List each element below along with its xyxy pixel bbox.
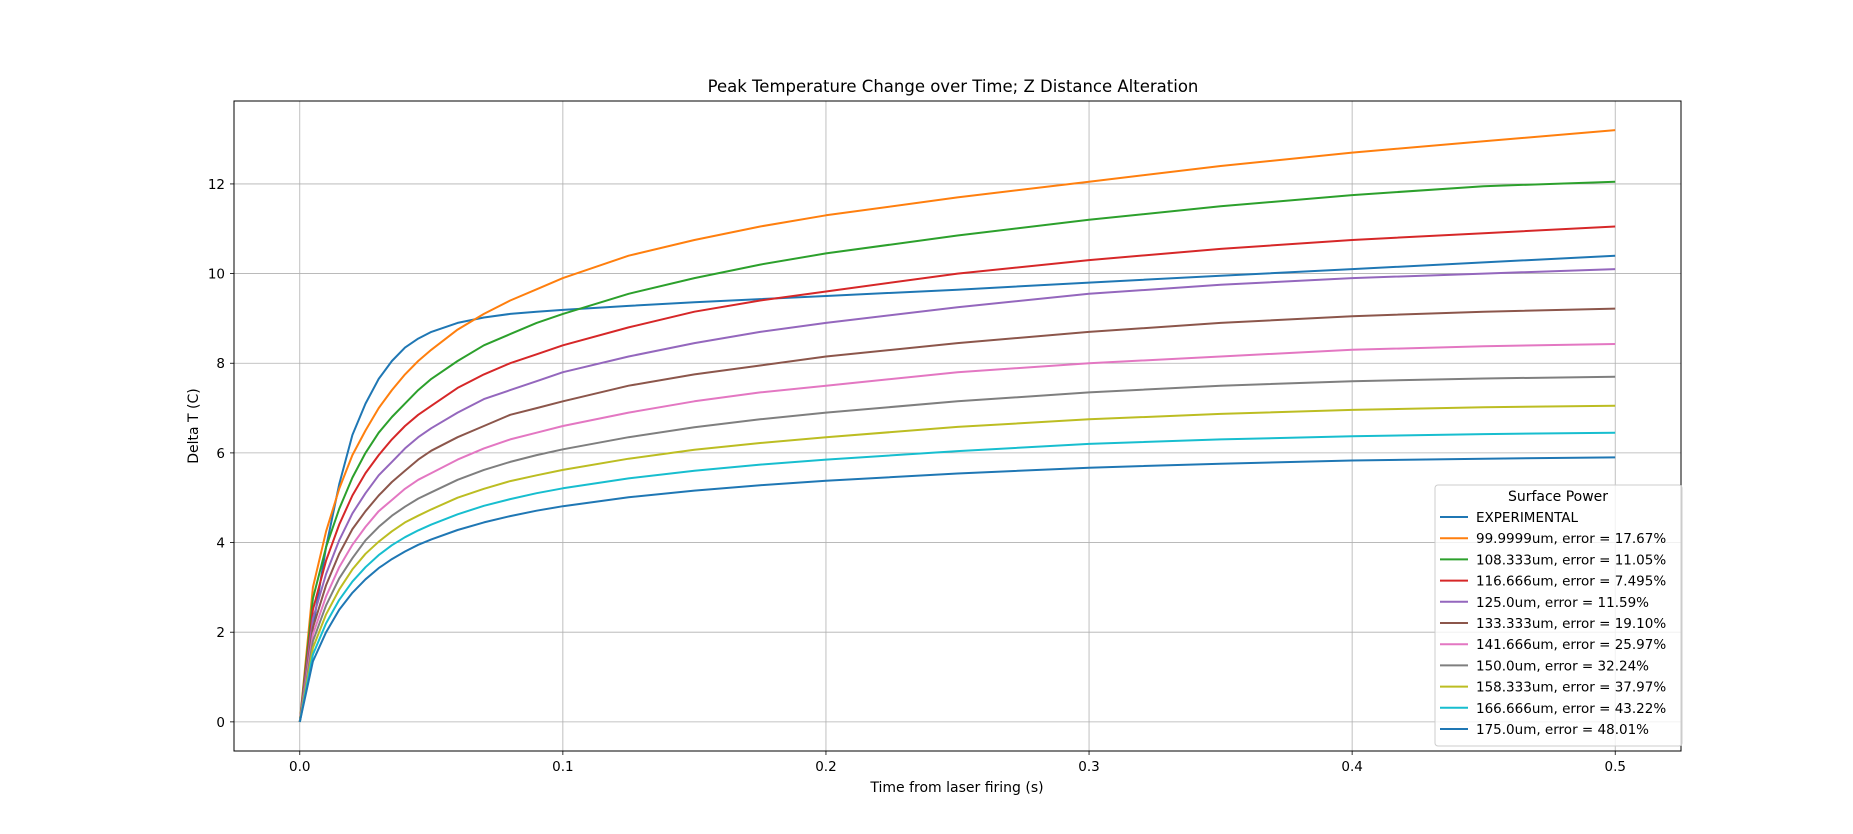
legend-label: 99.9999um, error = 17.67% — [1476, 531, 1666, 547]
legend-label: 141.666um, error = 25.97% — [1476, 637, 1666, 653]
series-line-1 — [298, 254, 1616, 723]
legend-label: 108.333um, error = 11.05% — [1476, 552, 1666, 568]
series-line-11 — [298, 456, 1616, 723]
x-tick-label: 0.4 — [1341, 759, 1362, 775]
legend-label: 133.333um, error = 19.10% — [1476, 616, 1666, 632]
series-line-9 — [298, 404, 1616, 723]
legend-label: EXPERIMENTAL — [1476, 510, 1579, 526]
y-tick-label: 2 — [216, 625, 225, 641]
legend-label: 166.666um, error = 43.22% — [1476, 701, 1666, 717]
legend-label: 158.333um, error = 37.97% — [1476, 680, 1666, 696]
legend-items: EXPERIMENTAL 99.9999um, error = 17.67% 108… — [1440, 510, 1666, 738]
x-tick-label: 0.2 — [815, 759, 836, 775]
x-tick-label: 0.3 — [1078, 759, 1099, 775]
y-tick-label: 12 — [208, 177, 225, 193]
legend-box — [1434, 484, 1683, 747]
series-line-6 — [298, 307, 1616, 723]
legend-label: 150.0um, error = 32.24% — [1476, 658, 1649, 674]
legend: Surface Power EXPERIMENTAL 99.9999um, err… — [1434, 484, 1683, 747]
x-tick-label: 0.1 — [552, 759, 573, 775]
series-line-10 — [298, 431, 1616, 723]
series-line-4 — [298, 225, 1616, 723]
x-tick-label: 0.0 — [289, 759, 310, 775]
y-tick-label: 0 — [216, 715, 225, 731]
series-line-3 — [298, 180, 1616, 723]
legend-title: Surface Power — [1508, 489, 1608, 505]
x-tick-label: 0.5 — [1604, 759, 1625, 775]
series-line-5 — [298, 268, 1616, 723]
axis-ticks: 0.0 0.1 0.2 0.3 0.4 0.5 0 2 4 6 8 10 12 — [208, 177, 1626, 775]
series-line-2 — [298, 129, 1616, 722]
series-line-8 — [298, 375, 1616, 723]
chart-title: Peak Temperature Change over Time; Z Dis… — [708, 77, 1199, 96]
y-tick-label: 6 — [216, 446, 225, 462]
y-tick-label: 4 — [216, 536, 225, 552]
legend-label: 116.666um, error = 7.495% — [1476, 574, 1666, 590]
x-axis-label: Time from laser firing (s) — [869, 780, 1043, 796]
series-line-7 — [298, 343, 1616, 723]
y-tick-label: 10 — [208, 267, 225, 283]
y-tick-label: 8 — [216, 356, 225, 372]
legend-label: 175.0um, error = 48.01% — [1476, 722, 1649, 738]
series-lines — [298, 129, 1616, 723]
y-axis-label: Delta T (C) — [186, 388, 202, 464]
plot-frame — [233, 100, 1682, 752]
legend-label: 125.0um, error = 11.59% — [1476, 595, 1649, 611]
